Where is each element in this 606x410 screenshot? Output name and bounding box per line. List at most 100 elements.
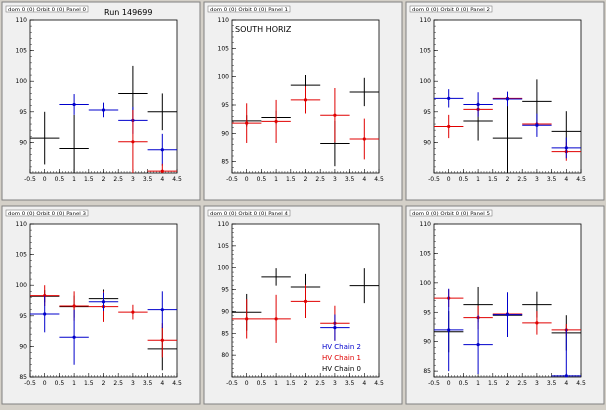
x-tick-label: 1 [476,176,480,183]
marker [245,121,249,125]
data-point [551,137,581,159]
marker [72,304,76,308]
title-box [5,209,89,217]
marker [274,119,278,124]
x-tick-label: 3 [131,176,135,183]
x-tick-label: 3.5 [547,176,557,183]
y-tick-label: 100 [420,280,432,287]
marker [505,313,510,317]
y-tick-label: 100 [420,78,432,85]
pad-title: dom 0 (0) Orbit 0 (0) Panel 1 [207,5,291,13]
marker [43,294,47,298]
pad-title: dom 0 (0) Orbit 0 (0) Panel 0 [5,5,89,13]
data-point [290,284,321,318]
pad-title: dom 0 (0) Orbit 0 (0) Panel 5 [409,209,493,217]
x-tick-label: -0.5 [226,380,238,387]
pad-title: dom 0 (0) Orbit 0 (0) Panel 4 [207,209,291,217]
title-text: dom 0 (0) Orbit 0 (0) Panel 1 [210,7,289,12]
data-point [232,103,262,143]
data-point [290,86,321,114]
marker [160,308,164,312]
x-tick-label: 0.5 [55,380,65,387]
x-tick-label: 3.5 [345,176,355,183]
marker [72,335,76,339]
pad-annotation: SOUTH HORIZ [235,25,292,34]
marker [101,108,106,112]
pad-4: dom 0 (0) Orbit 0 (0) Panel 3 -0.5 0 0.5 1 1.… [1,205,201,405]
data-point [320,314,350,341]
marker [303,299,308,303]
y-tick-label: 105 [16,48,28,55]
marker [362,137,366,141]
data-point [434,114,464,139]
data-point [30,111,60,165]
x-tick-label: 1 [274,176,278,183]
x-tick-label: -0.5 [428,176,440,183]
plot-frame [29,19,178,174]
marker [245,317,249,321]
x-tick-label: 3.5 [547,380,557,387]
x-tick-label: 3.5 [143,380,153,387]
title-box [207,209,291,217]
data-point [88,102,119,118]
y-tick-label: 95 [19,313,27,320]
pad-5: dom 0 (0) Orbit 0 (0) Panel 4 -0.5 0 0.5 1 1.… [203,205,403,405]
marker [333,326,337,330]
y-tick-label: 85 [221,330,229,337]
data-point [147,323,177,358]
y-tick-label: 100 [218,74,230,81]
legend-entry: HV Chain 2 [322,343,361,351]
y-tick-label: 90 [19,139,27,146]
y-tick-label: 90 [19,343,27,350]
title-text: dom 0 (0) Orbit 0 (0) Panel 4 [210,211,289,216]
marker [274,317,278,321]
x-tick-label: -0.5 [428,380,440,387]
pad-title: dom 0 (0) Orbit 0 (0) Panel 3 [5,209,89,217]
x-tick-label: 0.5 [459,176,469,183]
series-blue [320,314,350,341]
y-tick-label: 95 [423,109,431,116]
marker [72,102,76,107]
series-red [118,109,177,173]
y-tick-label: 90 [221,130,229,137]
data-point [59,309,89,365]
x-tick-label: 0 [43,176,47,183]
y-tick-label: 95 [221,287,229,294]
marker [131,310,135,314]
x-tick-label: 3 [535,380,539,387]
data-point [349,268,379,304]
y-tick-label: 85 [19,374,27,381]
marker [505,97,510,101]
marker [303,98,308,102]
y-tick-label: 110 [218,17,230,24]
data-point [551,328,581,378]
x-tick-label: 1.5 [84,176,94,183]
y-tick-label: 110 [420,221,432,228]
marker [535,321,539,325]
y-tick-label: 95 [19,109,27,116]
x-tick-label: 0 [43,380,47,387]
data-point [261,99,291,143]
marker [564,146,568,150]
y-tick-label: 105 [218,243,230,250]
x-tick-label: 2.5 [113,176,123,183]
title-text: dom 0 (0) Orbit 0 (0) Panel 5 [412,211,491,216]
data-point [492,292,523,337]
x-tick-label: 1 [476,380,480,387]
data-point [522,113,552,137]
x-tick-label: 1 [72,176,76,183]
data-point [118,109,148,173]
pad-6: dom 0 (0) Orbit 0 (0) Panel 5 -0.5 0 0.5 1 1.… [405,205,605,405]
x-tick-label: 2.5 [517,380,527,387]
title-box [409,209,493,217]
y-tick-label: 85 [221,159,229,166]
data-point [463,315,493,375]
data-point [492,101,523,173]
data-point [232,299,262,339]
y-tick-label: 105 [16,252,28,259]
series-red [232,284,350,343]
x-tick-label: 4.5 [374,380,384,387]
data-point [492,91,523,107]
data-point [147,163,177,173]
y-tick-label: 105 [420,48,432,55]
